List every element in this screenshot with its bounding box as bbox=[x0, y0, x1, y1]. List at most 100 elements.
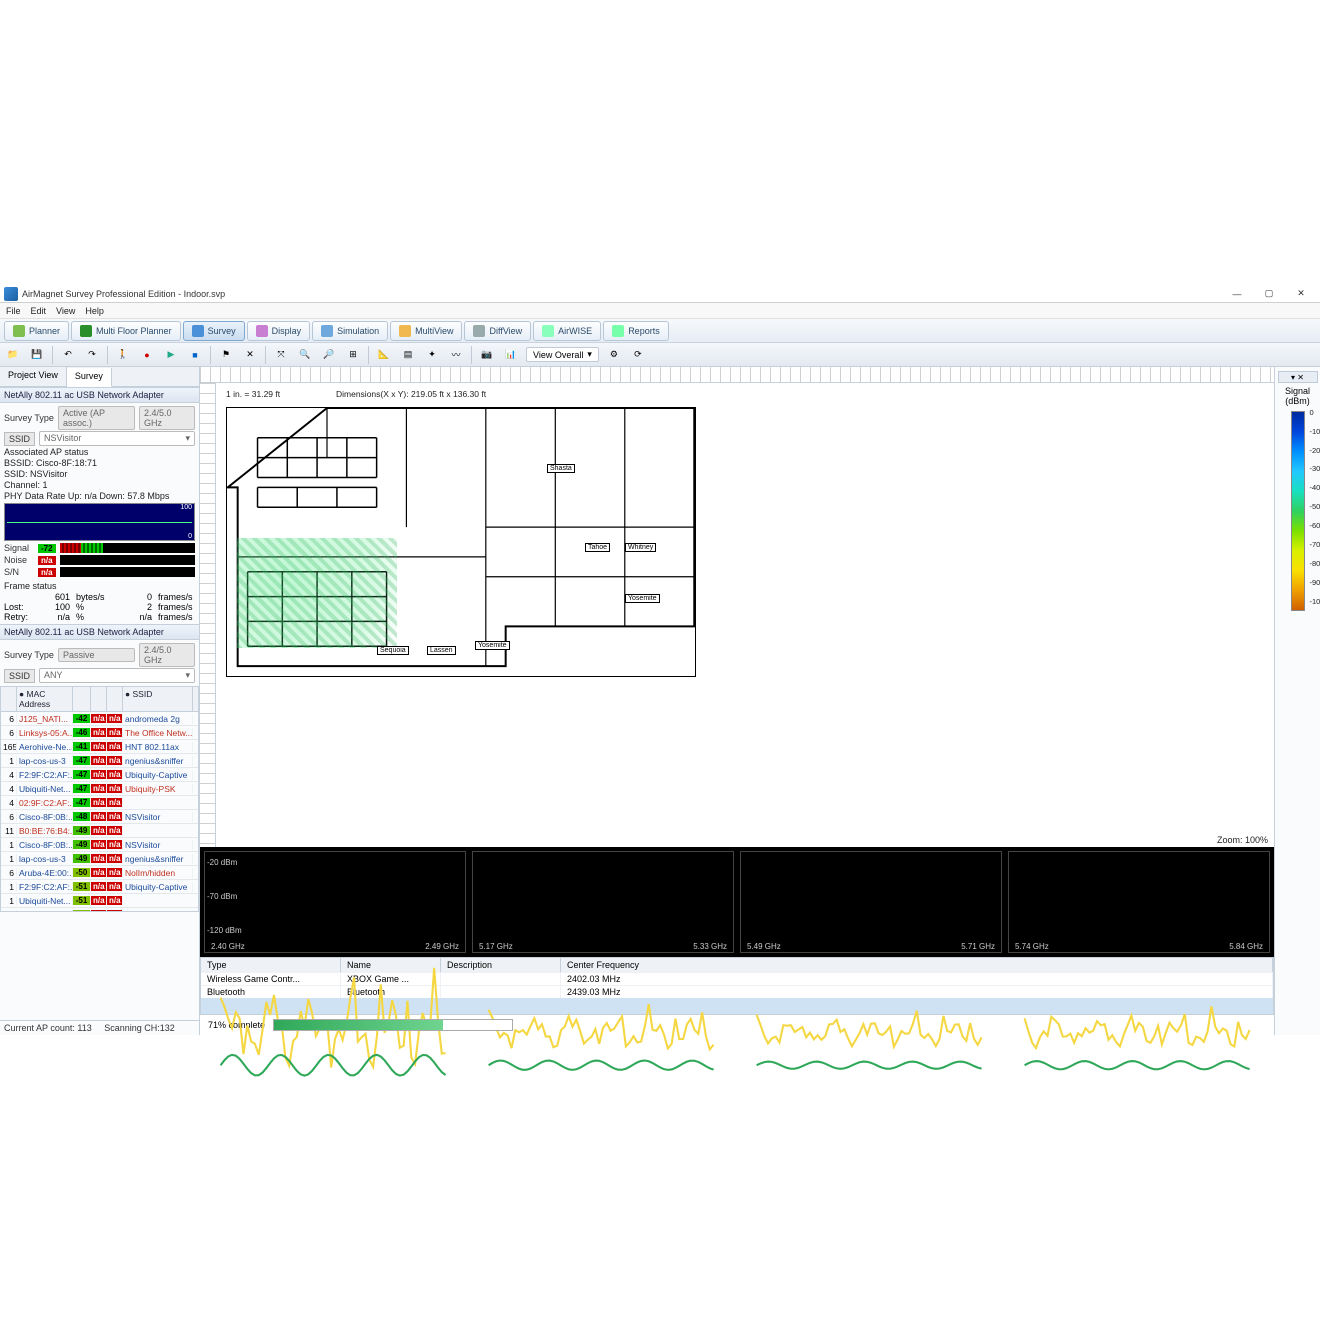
ap-row[interactable]: 6Cisco-8F:0B:...-48n/an/aNSVisitor bbox=[1, 810, 198, 824]
tb-save-icon[interactable]: 💾 bbox=[28, 346, 46, 364]
surveytype-label: Survey Type bbox=[4, 413, 54, 423]
viewtab-multi-floor-planner[interactable]: Multi Floor Planner bbox=[71, 321, 181, 341]
floorplan-canvas[interactable]: 1 in. = 31.29 ft Dimensions(X x Y): 219.… bbox=[216, 383, 1274, 847]
menu-edit[interactable]: Edit bbox=[31, 306, 47, 316]
signal-value: -72 bbox=[38, 544, 56, 553]
room-label: Yosemite bbox=[475, 641, 510, 650]
tb-refresh-icon[interactable]: ⟳ bbox=[629, 346, 647, 364]
heatmap-overlay bbox=[237, 538, 397, 648]
spectrum-panel: -20 dBm-70 dBm-120 dBm2.40 GHz2.49 GHz5.… bbox=[200, 847, 1274, 957]
assoc-header: Associated AP status bbox=[4, 447, 195, 457]
legend-collapse-button[interactable]: ▾ ✕ bbox=[1278, 371, 1318, 383]
menubar: File Edit View Help bbox=[0, 303, 1320, 319]
ap-row[interactable]: 6Aruba-4E:00:...-50n/an/aNolIm/hidden bbox=[1, 866, 198, 880]
tb-camera-icon[interactable]: 📷 bbox=[478, 346, 496, 364]
tab-project-view[interactable]: Project View bbox=[0, 367, 67, 386]
ap-row[interactable]: 1lap-cos-us-3-49n/an/angenius&sniffer bbox=[1, 852, 198, 866]
tb-undo-icon[interactable]: ↶ bbox=[59, 346, 77, 364]
viewtab-simulation[interactable]: Simulation bbox=[312, 321, 388, 341]
ap-row[interactable]: 4F2:9F:C2:AF:...-47n/an/aUbiquity-Captiv… bbox=[1, 768, 198, 782]
spectrum-chart-1[interactable]: 5.17 GHz5.33 GHz bbox=[472, 851, 734, 953]
ap-row[interactable]: 56ASUSTek-C...-51n/an/aandromeda 5g bbox=[1, 908, 198, 912]
room-label: Tahoe bbox=[585, 543, 610, 552]
tb-spectrum-icon[interactable]: 📊 bbox=[502, 346, 520, 364]
signal-legend: 0-10-20-30-40-50-60-70-80-90-100 bbox=[1291, 411, 1305, 611]
tb-play-icon[interactable]: ▶ bbox=[162, 346, 180, 364]
tb-record-icon[interactable]: ● bbox=[138, 346, 156, 364]
ssid-value: SSID: NSVisitor bbox=[4, 469, 195, 479]
maximize-button[interactable]: ▢ bbox=[1254, 286, 1284, 302]
surveytype-dropdown[interactable]: Active (AP assoc.) bbox=[58, 406, 135, 430]
tb-zoom-fit-icon[interactable]: ⤧ bbox=[272, 346, 290, 364]
ap-row[interactable]: 165Aerohive-Ne...-41n/an/aHNT 802.11ax bbox=[1, 740, 198, 754]
snr-meter bbox=[60, 567, 195, 577]
menu-view[interactable]: View bbox=[56, 306, 75, 316]
tb-stop-icon[interactable]: ■ bbox=[186, 346, 204, 364]
band2-dropdown[interactable]: 2.4/5.0 GHz bbox=[139, 643, 195, 667]
scanning-channel: Scanning CH:132 bbox=[104, 1023, 175, 1033]
tb-redo-icon[interactable]: ↷ bbox=[83, 346, 101, 364]
viewtab-survey[interactable]: Survey bbox=[183, 321, 245, 341]
ap-row[interactable]: 1Ubiquiti-Net...-51n/an/a bbox=[1, 894, 198, 908]
tb-zoom-in-icon[interactable]: 🔍 bbox=[296, 346, 314, 364]
tb-walk-icon[interactable]: 🚶 bbox=[114, 346, 132, 364]
ap-row[interactable]: 6Linksys-05:A...-46n/an/aThe Office Netw… bbox=[1, 726, 198, 740]
menu-file[interactable]: File bbox=[6, 306, 21, 316]
ruler-vertical bbox=[200, 383, 216, 847]
tb-calibrate-icon[interactable]: 📐 bbox=[375, 346, 393, 364]
spectrum-chart-2[interactable]: 5.49 GHz5.71 GHz bbox=[740, 851, 1002, 953]
band-dropdown[interactable]: 2.4/5.0 GHz bbox=[139, 406, 195, 430]
ruler-horizontal bbox=[200, 367, 1274, 383]
viewtab-planner[interactable]: Planner bbox=[4, 321, 69, 341]
tb-chart-icon[interactable]: 〰 bbox=[447, 346, 465, 364]
phy-rate-chart: 100 0 bbox=[4, 503, 195, 541]
bssid-value: BSSID: Cisco-8F:18:71 bbox=[4, 458, 195, 468]
ap-row[interactable]: 4Ubiquiti-Net...-47n/an/aUbiquity-PSK bbox=[1, 782, 198, 796]
tb-flag-icon[interactable]: ⚑ bbox=[217, 346, 235, 364]
app-icon bbox=[4, 287, 18, 301]
ap-grid[interactable]: 6J125_NATI...-42n/an/aandromeda 2g6Links… bbox=[0, 712, 199, 912]
signal-label: Signal bbox=[4, 543, 34, 553]
ssid-label: SSID bbox=[4, 432, 35, 446]
ap-row[interactable]: 11B0:BE:76:B4:...-49n/an/a bbox=[1, 824, 198, 838]
ap-row[interactable]: 402:9F:C2:AF:...-47n/an/a bbox=[1, 796, 198, 810]
ap-row[interactable]: 1lap-cos-us-3-47n/an/angenius&sniffer bbox=[1, 754, 198, 768]
phy-value: PHY Data Rate Up: n/a Down: 57.8 Mbps bbox=[4, 491, 195, 501]
floorplan: SequoiaLassenYosemiteShastaTahoeWhitneyY… bbox=[226, 407, 696, 677]
tb-gps-icon[interactable]: ✕ bbox=[241, 346, 259, 364]
room-label: Yosemite bbox=[625, 594, 660, 603]
room-label: Lassen bbox=[427, 646, 456, 655]
ap-row[interactable]: 1F2:9F:C2:AF:...-51n/an/aUbiquity-Captiv… bbox=[1, 880, 198, 894]
room-label: Shasta bbox=[547, 464, 575, 473]
left-panel: Project View Survey NetAlly 802.11 ac US… bbox=[0, 367, 200, 1035]
spectrum-chart-0[interactable]: -20 dBm-70 dBm-120 dBm2.40 GHz2.49 GHz bbox=[204, 851, 466, 953]
close-button[interactable]: ✕ bbox=[1286, 286, 1316, 302]
ssid2-dropdown[interactable]: ANY▾ bbox=[39, 668, 195, 683]
spectrum-chart-3[interactable]: 5.74 GHz5.84 GHz bbox=[1008, 851, 1270, 953]
menu-help[interactable]: Help bbox=[85, 306, 104, 316]
view-overall-dropdown[interactable]: View Overall▾ bbox=[526, 347, 599, 362]
adapter2-title: NetAlly 802.11 ac USB Network Adapter bbox=[0, 624, 199, 640]
titlebar: AirMagnet Survey Professional Edition - … bbox=[0, 285, 1320, 303]
minimize-button[interactable]: — bbox=[1222, 286, 1252, 302]
viewtab-airwise[interactable]: AirWISE bbox=[533, 321, 601, 341]
room-label: Sequoia bbox=[377, 646, 409, 655]
tab-survey[interactable]: Survey bbox=[67, 368, 112, 387]
frame-status-header: Frame status bbox=[4, 581, 195, 591]
viewtab-diffview[interactable]: DiffView bbox=[464, 321, 531, 341]
tb-open-icon[interactable]: 📁 bbox=[4, 346, 22, 364]
tb-legend-icon[interactable]: ▤ bbox=[399, 346, 417, 364]
viewtab-multiview[interactable]: MultiView bbox=[390, 321, 462, 341]
tb-config-icon[interactable]: ✦ bbox=[423, 346, 441, 364]
surveytype2-dropdown[interactable]: Passive bbox=[58, 648, 135, 662]
legend-title: Signal(dBm) bbox=[1285, 387, 1310, 407]
viewtab-reports[interactable]: Reports bbox=[603, 321, 669, 341]
tb-gear-icon[interactable]: ⚙ bbox=[605, 346, 623, 364]
snr-label: S/N bbox=[4, 567, 34, 577]
ap-row[interactable]: 1Cisco-8F:0B:...-49n/an/aNSVisitor bbox=[1, 838, 198, 852]
tb-zoom-out-icon[interactable]: 🔎 bbox=[320, 346, 338, 364]
ap-row[interactable]: 6J125_NATI...-42n/an/aandromeda 2g bbox=[1, 712, 198, 726]
ssid-dropdown[interactable]: NSVisitor▾ bbox=[39, 431, 195, 446]
tb-zoom-100-icon[interactable]: ⊞ bbox=[344, 346, 362, 364]
viewtab-display[interactable]: Display bbox=[247, 321, 311, 341]
